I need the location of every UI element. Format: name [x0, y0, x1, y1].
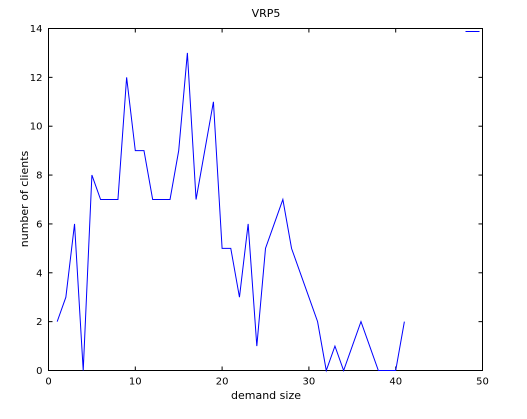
chart-title: VRP5	[252, 7, 281, 20]
y-tick-label-1: 2	[36, 317, 42, 328]
y-tick-label-3: 6	[36, 219, 42, 230]
axis-ticks	[48, 28, 483, 371]
series-line-0	[56, 52, 405, 373]
y-tick-label-6: 12	[30, 73, 43, 84]
x-tick-label-4: 40	[389, 377, 402, 388]
series-group	[56, 52, 405, 373]
x-tick-label-5: 50	[476, 377, 489, 388]
x-tick-label-0: 0	[45, 377, 51, 388]
y-tick-label-5: 10	[30, 122, 43, 133]
y-tick-label-2: 4	[36, 268, 42, 279]
x-tick-label-1: 10	[129, 377, 142, 388]
plot-frame	[48, 28, 483, 371]
x-tick-label-2: 20	[216, 377, 229, 388]
x-axis-label: demand size	[231, 389, 301, 402]
y-tick-label-4: 8	[36, 171, 42, 182]
y-tick-label-7: 14	[30, 24, 43, 35]
axis-tick-labels: 0 10 20 30 40 50 0 2 4 6 8 10 12 14	[30, 24, 489, 388]
x-tick-label-3: 30	[303, 377, 316, 388]
y-tick-label-0: 0	[36, 366, 42, 377]
y-axis-label: number of clients	[18, 151, 31, 248]
